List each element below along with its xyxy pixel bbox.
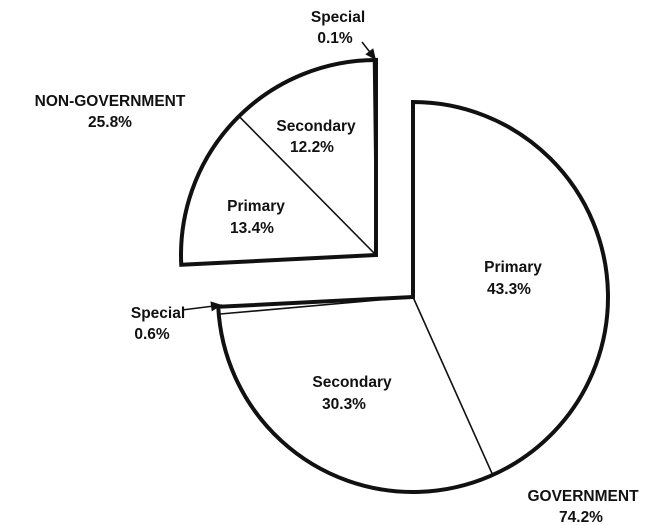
group-value-government: 74.2% [559, 509, 603, 525]
pie-wedges [179, 57, 610, 494]
slice-label-g-primary: Primary [484, 259, 542, 276]
callout-arrow-ng-special [361, 41, 377, 61]
divider-non-government-primary [238, 115, 377, 256]
divider-government-primary [412, 296, 494, 476]
slice-dividers [218, 60, 494, 476]
slice-label-g-special: Special [131, 305, 185, 322]
slice-value-ng-primary: 13.4% [230, 220, 274, 237]
divider-non-government-secondary [372, 60, 377, 256]
group-label-government: GOVERNMENT [527, 488, 639, 505]
callout-arrow-g-special [181, 301, 223, 312]
divider-government-secondary [218, 296, 414, 315]
group-label-non-government: NON-GOVERNMENT [35, 93, 186, 110]
slice-value-g-special: 0.6% [134, 326, 170, 343]
callout-arrows [181, 41, 377, 312]
slice-value-ng-secondary: 12.2% [290, 139, 334, 156]
group-value-non-government: 25.8% [88, 114, 132, 131]
slice-label-ng-primary: Primary [227, 198, 285, 215]
wedge-non-government [179, 57, 378, 267]
slice-label-ng-secondary: Secondary [276, 118, 356, 135]
slice-value-g-secondary: 30.3% [322, 396, 366, 413]
slice-label-ng-special: Special [311, 9, 365, 26]
slice-value-g-primary: 43.3% [487, 281, 531, 298]
slice-label-g-secondary: Secondary [312, 374, 392, 391]
slice-value-ng-special: 0.1% [317, 30, 353, 47]
